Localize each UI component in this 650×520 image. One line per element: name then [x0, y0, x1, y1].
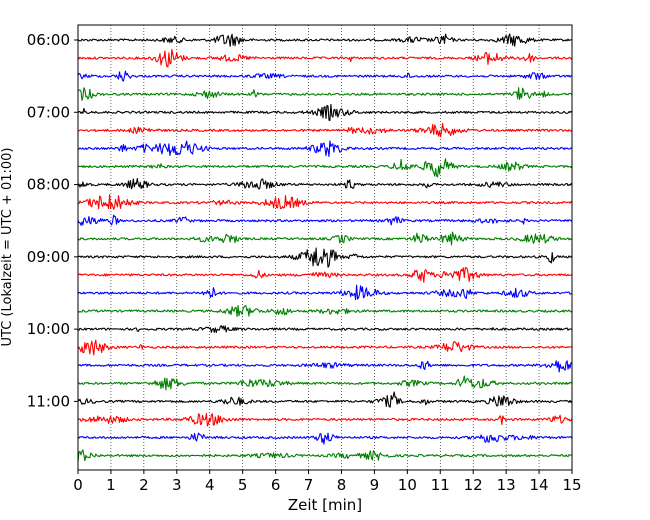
trace-line	[77, 305, 573, 318]
seismogram-traces	[77, 33, 573, 462]
trace-line	[77, 158, 573, 178]
x-tick-label: 7	[304, 476, 314, 494]
x-tick-label: 15	[562, 476, 581, 494]
trace-line	[77, 325, 573, 334]
trace-line	[77, 194, 573, 210]
x-tick-label: 5	[238, 476, 248, 494]
trace-line	[77, 103, 573, 122]
x-tick-label: 8	[337, 476, 347, 494]
trace-line	[77, 391, 573, 408]
x-tick-label: 12	[464, 476, 483, 494]
trace-line	[77, 449, 573, 462]
trace-line	[77, 87, 573, 101]
trace-line	[77, 375, 573, 391]
x-axis: 0 1 2 3 4 5 6 7 8 9 10 11 12 13 14 15	[73, 470, 582, 494]
plot-frame	[77, 24, 573, 471]
grid-lines	[110, 25, 540, 470]
x-tick-label: 4	[205, 476, 215, 494]
y-axis-label: UTC (Lokalzeit = UTC + 01:00)	[0, 148, 15, 347]
trace-line	[77, 231, 573, 246]
trace-line	[77, 360, 573, 373]
x-tick-label: 10	[398, 476, 417, 494]
y-axis: 06:00 07:00 08:00 09:00 10:00 11:00	[27, 31, 78, 410]
x-axis-label: Zeit [min]	[288, 496, 362, 514]
trace-line	[77, 284, 573, 301]
plot-background	[78, 25, 572, 470]
trace-line	[77, 432, 573, 445]
y-tick-label: 10:00	[27, 320, 70, 338]
trace-line	[77, 70, 573, 82]
y-tick-label: 11:00	[27, 392, 70, 410]
trace-line	[78, 122, 573, 138]
x-tick-label: 13	[497, 476, 516, 494]
trace-line	[77, 49, 573, 68]
trace-line	[77, 178, 573, 190]
x-tick-label: 3	[172, 476, 182, 494]
trace-line	[77, 214, 573, 226]
x-tick-label: 2	[139, 476, 149, 494]
trace-line	[77, 33, 573, 47]
x-tick-label: 9	[370, 476, 380, 494]
y-tick-label: 09:00	[27, 248, 70, 266]
x-tick-label: 11	[431, 476, 450, 494]
trace-line	[77, 140, 573, 158]
y-tick-label: 07:00	[27, 103, 70, 121]
x-tick-label: 14	[530, 476, 549, 494]
x-tick-label: 1	[106, 476, 116, 494]
x-tick-label: 6	[271, 476, 281, 494]
y-tick-label: 06:00	[27, 31, 70, 49]
trace-line	[77, 247, 573, 268]
x-tick-label: 0	[73, 476, 83, 494]
trace-line	[77, 267, 573, 283]
trace-line	[77, 413, 573, 427]
y-tick-label: 08:00	[27, 176, 70, 194]
trace-line	[77, 339, 572, 356]
